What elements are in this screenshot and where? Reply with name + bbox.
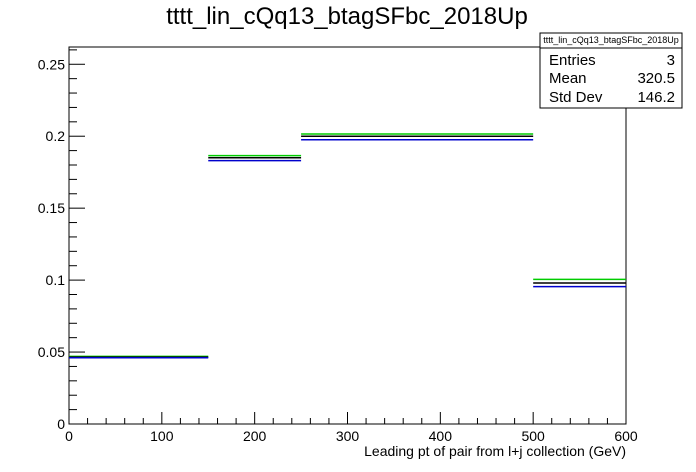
x-axis-label: Leading pt of pair from l+j collection (…: [364, 443, 626, 459]
x-tick-label: 300: [336, 428, 360, 444]
stats-mean-label: Mean: [549, 70, 587, 87]
x-axis: 0 100 200 300 400 500 600: [65, 412, 638, 444]
stats-box: tttt_lin_cQq13_btagSFbc_2018Up Entries 3…: [539, 32, 683, 109]
stats-mean-value: 320.5: [637, 70, 675, 87]
y-tick-label: 0: [57, 416, 65, 432]
x-tick-label: 600: [614, 428, 638, 444]
series-layer: [69, 133, 626, 359]
x-tick-label: 0: [65, 428, 73, 444]
x-tick-label: 100: [150, 428, 174, 444]
y-tick-label: 0.25: [38, 56, 65, 72]
y-tick-label: 0.05: [38, 344, 65, 360]
chart-title: tttt_lin_cQq13_btagSFbc_2018Up: [166, 3, 528, 30]
stats-entries-label: Entries: [549, 52, 596, 69]
stats-box-title: tttt_lin_cQq13_btagSFbc_2018Up: [543, 35, 679, 45]
x-tick-label: 200: [243, 428, 267, 444]
y-tick-label: 0.15: [38, 200, 65, 216]
stats-entries-value: 3: [667, 52, 675, 69]
x-tick-label: 400: [429, 428, 453, 444]
stats-stddev-label: Std Dev: [549, 89, 603, 106]
y-tick-label: 0.2: [46, 128, 66, 144]
stats-stddev-value: 146.2: [637, 89, 675, 106]
y-axis: 0 0.05 0.1 0.15 0.2 0.25: [38, 49, 85, 432]
y-tick-label: 0.1: [46, 272, 66, 288]
stats-box-frame: [539, 32, 683, 109]
x-tick-label: 500: [521, 428, 545, 444]
